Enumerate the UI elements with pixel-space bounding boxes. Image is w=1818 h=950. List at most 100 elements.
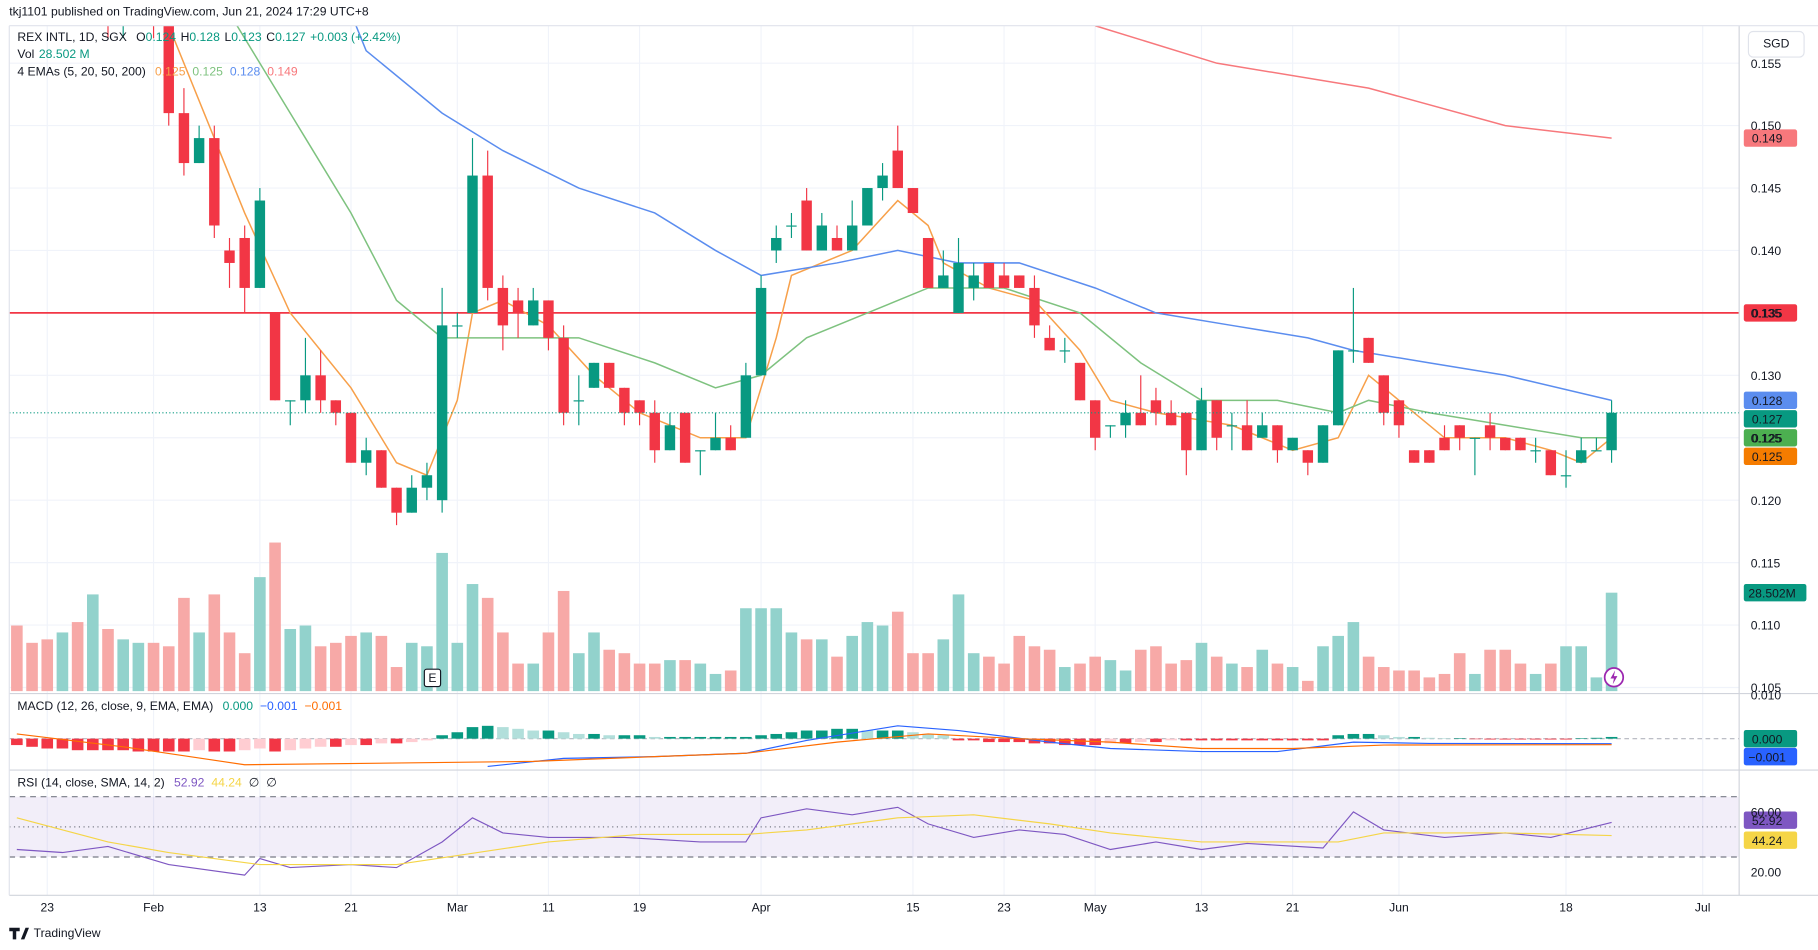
volume-bar [56,632,69,692]
volume-bar [1438,673,1451,692]
candle-body [1196,400,1207,451]
volume-bar [481,597,494,692]
macd-histogram-bar [1013,738,1026,743]
candle-body [1393,400,1405,426]
volume-bar [451,642,464,692]
macd-histogram-bar [238,738,251,751]
macd-histogram-bar [1560,738,1572,740]
x-tick-label: Mar [447,901,468,915]
rsi-extra: ∅ [266,775,277,789]
candle-body [254,200,266,288]
candle-body [163,25,174,114]
candle-body [1105,425,1116,427]
macd-histogram-bar [132,738,145,752]
brand-logo [9,927,29,940]
candle-body [877,175,888,189]
macd-histogram-bar [1134,738,1147,743]
volume-bar [831,656,843,692]
volume-bar [1408,670,1420,692]
candle-body [1469,437,1481,439]
macd-histogram-bar [1514,738,1527,740]
macd-histogram-bar [1393,736,1405,739]
volume-bar [41,639,54,692]
y-tick-label: 0.115 [1751,556,1781,570]
candle-body [1424,450,1435,463]
volume-bar [102,628,114,692]
rsi-marker [1743,811,1798,829]
macd-histogram-bar [375,738,388,744]
x-tick-label: 18 [1559,901,1573,915]
macd-histogram-bar [1286,738,1299,741]
macd-histogram-bar [1377,735,1390,739]
candle-body [1332,350,1344,426]
volume-bar [1180,660,1193,692]
candle-body [938,275,949,288]
macd-histogram-bar [831,728,843,739]
candle-body [345,412,357,463]
y-tick-label: 0.135 [1751,307,1782,321]
macd-histogram-bar [724,736,737,739]
volume-bar [679,660,691,692]
volume-bar [1241,667,1253,692]
macd-histogram-bar [193,738,205,751]
dividend-icon-bolt [1610,670,1618,685]
volume-bar [664,660,676,692]
candle-body [315,375,326,401]
macd-histogram-bar [208,738,221,752]
volume-bar [178,597,190,692]
macd-histogram-bar [542,730,555,739]
axis-marker-label: 0.149 [1752,132,1783,146]
candle-body [558,337,569,413]
ohlc-value: 0.123 [231,30,262,44]
candle-body [1257,425,1268,438]
candle-body [710,437,721,451]
volume-bar [1453,653,1466,692]
candle-body [1014,275,1025,288]
macd-histogram-bar [451,732,464,739]
x-tick-label: 19 [633,901,647,915]
macd-histogram-bar [314,738,327,747]
legend-macd: MACD (12, 26, close, 9, EMA, EMA) 0.000 −0… [17,699,342,713]
rsi-tick-label: 20.00 [1751,866,1782,880]
ohlc-key: H [181,30,190,44]
volume-bar [937,639,950,692]
macd-histogram-bar [1043,738,1056,744]
macd-histogram-bar [648,736,661,739]
macd-histogram-bar [1438,738,1451,739]
macd-histogram-bar [1408,736,1420,739]
volume-bar [269,542,281,692]
volume-bar [466,584,479,692]
published-by: tkj1101 published on TradingView.com, Ju… [9,4,369,18]
candle-body [968,275,979,288]
volume-bar [1332,635,1344,692]
axis-marker [1743,410,1798,428]
currency-button[interactable] [1747,30,1805,58]
x-tick-label: Feb [143,901,164,915]
x-tick-label: 15 [906,901,920,915]
y-tick-label: 0.120 [1751,494,1782,508]
candle-body [1135,412,1146,426]
volume-bar [1590,677,1603,692]
candle-body [482,175,493,288]
candle-body [801,200,812,251]
volume-bar [1499,649,1512,692]
candle-body [603,362,615,388]
macd-histogram-bar [967,738,980,741]
rsi-marker [1743,831,1798,849]
axis-marker [1743,304,1798,322]
volume-bar [983,656,995,692]
y-tick-label: 0.105 [1751,681,1782,695]
candle-body [1165,412,1177,426]
macd-histogram-bar [1165,738,1177,741]
legend-rsi: RSI (14, close, SMA, 14, 2) 52.92 44.24 ∅ ∅ [17,775,276,789]
rsi-extra: ∅ [249,775,260,789]
volume-marker-label: 28.502M [1748,586,1795,600]
earnings-badge[interactable] [423,668,442,688]
macd-histogram-bar [421,738,433,741]
macd-histogram-bar [557,732,570,739]
macd-histogram-bar [664,736,676,739]
volume-bar [724,670,737,692]
volume-bar [633,663,646,692]
macd-histogram-bar [11,738,23,746]
macd-histogram-bar [1453,738,1466,739]
